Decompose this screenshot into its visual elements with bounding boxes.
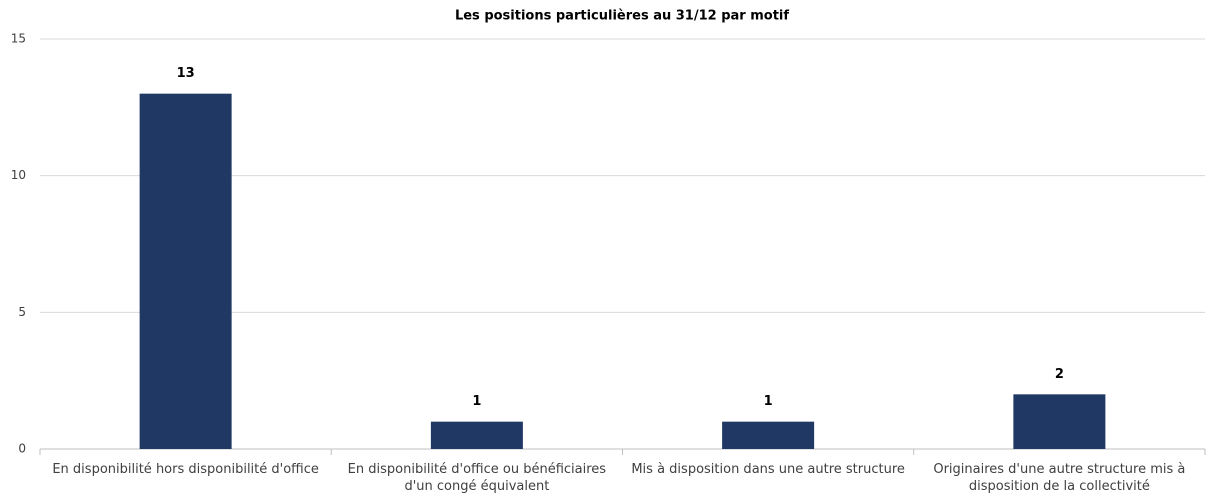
- x-tick-label: Mis à disposition dans une autre structu…: [631, 462, 905, 477]
- bar: [722, 421, 815, 449]
- bar: [430, 421, 523, 449]
- bar: [1013, 394, 1106, 449]
- data-label: 13: [177, 66, 195, 81]
- x-tick-label: En disponibilité hors disponibilité d'of…: [52, 462, 319, 477]
- x-tick-label: Originaires d'une autre structure mis à …: [933, 462, 1186, 494]
- y-tick-label: 15: [11, 32, 26, 46]
- data-label: 2: [1055, 367, 1064, 382]
- chart-title: Les positions particulières au 31/12 par…: [455, 9, 789, 24]
- data-label: 1: [764, 394, 773, 409]
- y-tick-label: 0: [18, 442, 26, 456]
- y-tick-label: 10: [11, 168, 26, 182]
- data-label: 1: [472, 394, 481, 409]
- y-tick-label: 5: [18, 305, 26, 319]
- bar: [139, 93, 232, 450]
- x-tick-label: En disponibilité d'office ou bénéficiair…: [347, 462, 607, 494]
